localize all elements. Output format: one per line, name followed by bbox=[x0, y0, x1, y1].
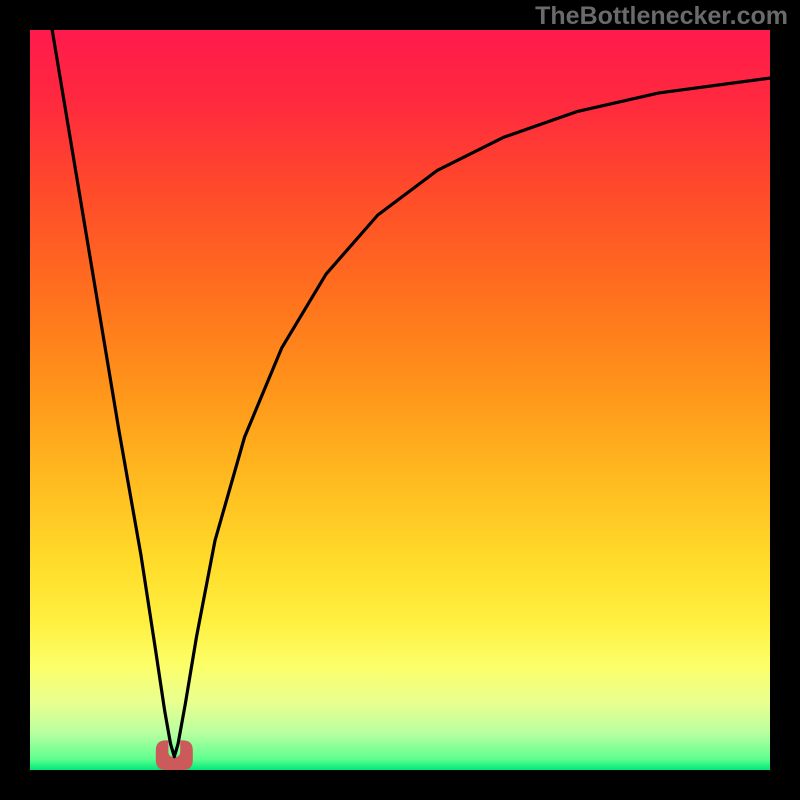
bottleneck-curve bbox=[52, 30, 770, 757]
chart-svg bbox=[30, 30, 770, 770]
watermark-text: TheBottlenecker.com bbox=[535, 2, 788, 31]
chart-frame bbox=[30, 30, 770, 770]
